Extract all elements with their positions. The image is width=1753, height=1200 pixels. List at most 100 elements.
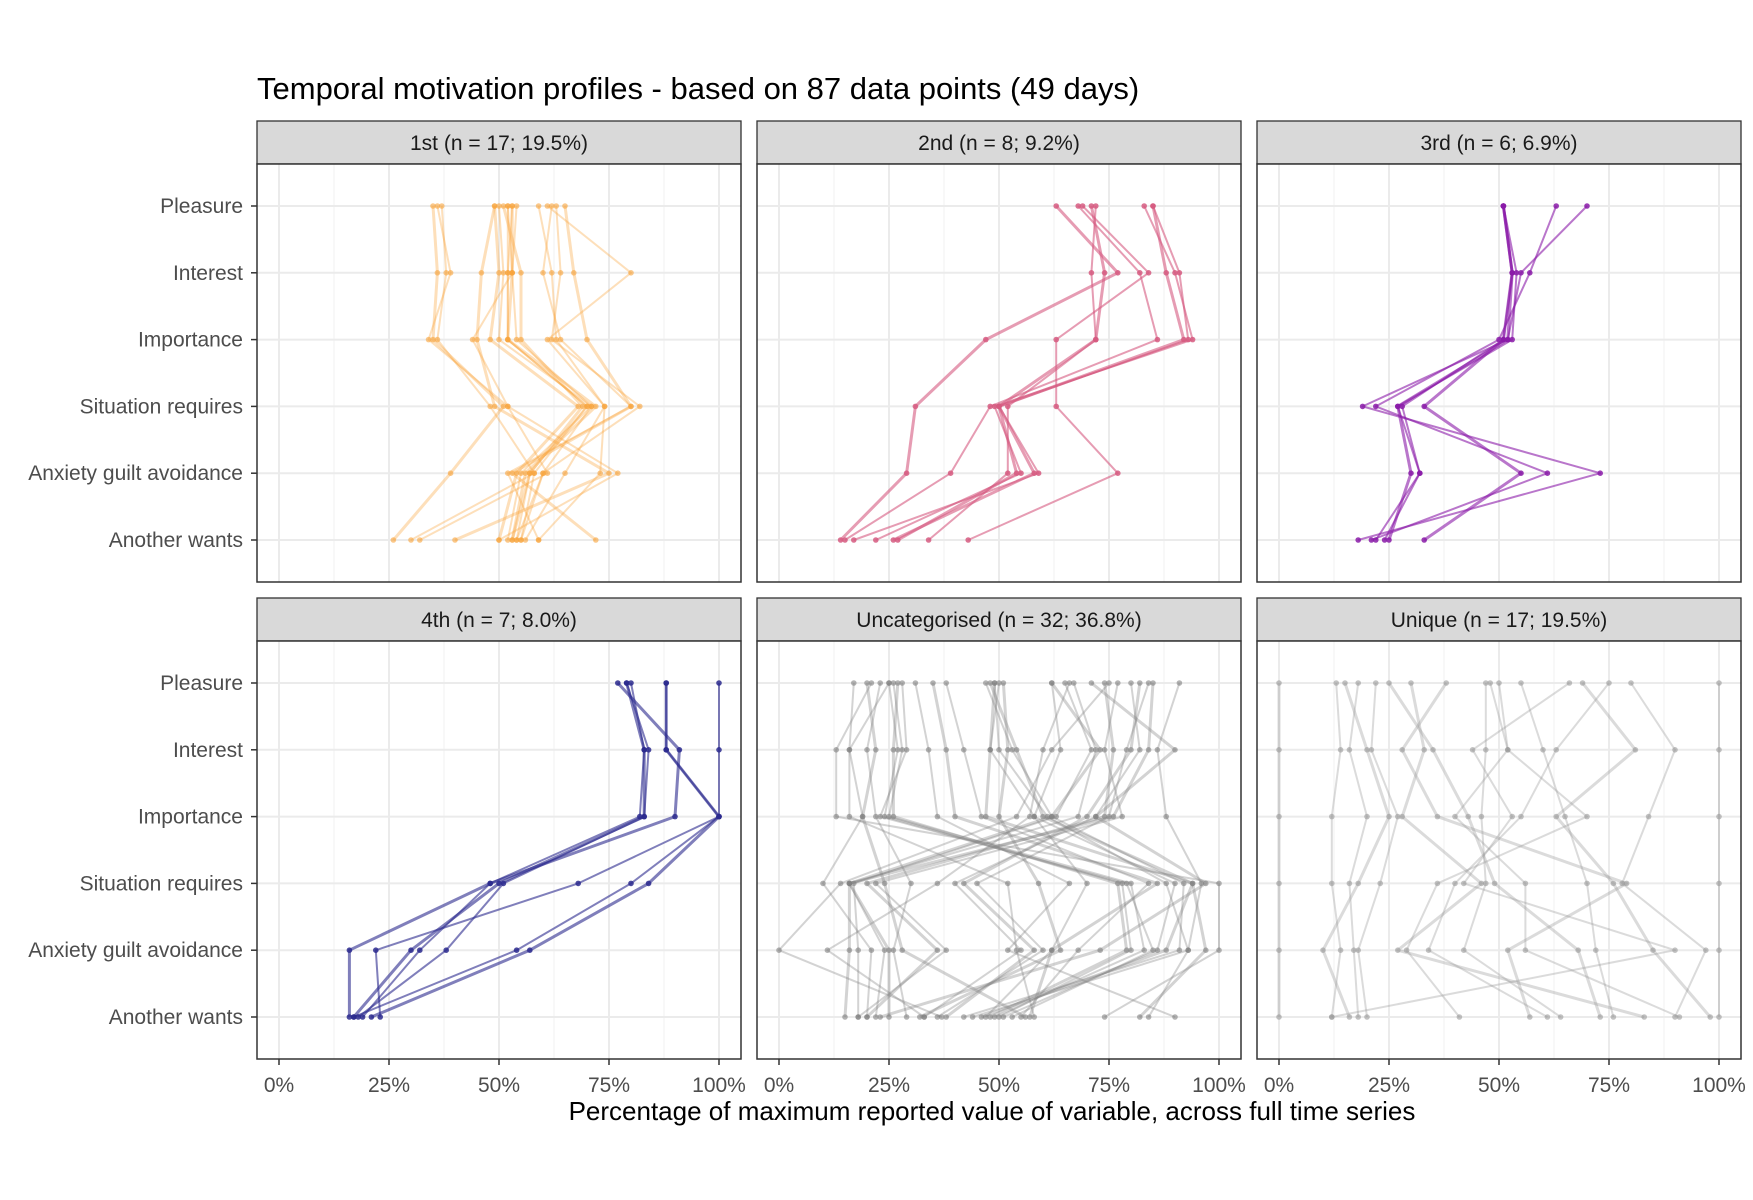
profile-point: [846, 813, 853, 820]
profile-point: [1084, 813, 1090, 820]
profile-point: [864, 747, 870, 753]
profile-point: [676, 747, 683, 753]
profile-point: [1320, 947, 1326, 953]
y-tick-label: Importance: [138, 806, 243, 829]
profile-line: [848, 682, 1097, 1018]
profile-point: [1522, 880, 1529, 887]
profile-point: [496, 203, 502, 209]
profile-point: [961, 1014, 967, 1020]
profile-point: [1049, 747, 1055, 753]
profile-point: [1027, 813, 1033, 820]
profile-point: [1707, 1014, 1713, 1020]
profile-point: [1115, 270, 1121, 276]
profile-point: [1035, 880, 1042, 887]
profile-point: [443, 947, 450, 953]
profile-point: [996, 813, 1002, 820]
profile-point: [1040, 747, 1046, 753]
panel-border: [256, 163, 742, 583]
profile-point: [1386, 537, 1392, 543]
profile-point: [1522, 947, 1529, 953]
profile-line: [392, 205, 505, 541]
profile-point: [549, 203, 555, 209]
profile-point: [509, 270, 515, 276]
profile-point: [531, 470, 537, 477]
profile-point: [513, 203, 520, 209]
profile-point: [491, 203, 498, 209]
profile-point: [1185, 336, 1191, 343]
x-tick-label: 100%: [692, 1074, 746, 1097]
profile-line: [361, 682, 646, 1018]
profile-line: [1321, 682, 1391, 1018]
profile-point: [925, 747, 932, 753]
profile-point: [1093, 813, 1099, 820]
profile-point: [877, 680, 883, 686]
profile-point: [1088, 680, 1095, 686]
y-tick-label: Anxiety guilt avoidance: [28, 462, 243, 485]
profile-point: [1123, 947, 1130, 953]
profile-point: [1469, 747, 1476, 753]
profile-point: [1071, 680, 1077, 686]
profile-point: [1478, 813, 1485, 820]
profile-line: [1330, 682, 1342, 1018]
profile-line: [778, 682, 1110, 1018]
profile-point: [1434, 813, 1441, 820]
profile-point: [500, 403, 507, 410]
profile-point: [864, 680, 870, 686]
profile-point: [513, 470, 520, 477]
x-tick-label: 50%: [478, 1074, 520, 1097]
profile-line: [866, 682, 912, 1018]
profile-line: [1621, 682, 1707, 1018]
profile-point: [346, 1014, 353, 1020]
profile-point: [1575, 947, 1581, 953]
profile-point: [1013, 813, 1020, 820]
profile-point: [491, 403, 498, 410]
profile-line: [1462, 683, 1562, 1018]
profile-point: [895, 680, 901, 686]
profile-line: [984, 682, 1208, 1019]
profile-point: [820, 880, 826, 887]
profile-point: [1000, 680, 1007, 686]
profile-point: [895, 747, 901, 753]
profile-point: [500, 880, 507, 887]
profile-point: [509, 537, 515, 543]
profile-point: [947, 470, 954, 477]
panel-border: [1256, 163, 1742, 583]
profile-point: [1518, 680, 1524, 686]
profile-point: [1053, 336, 1059, 343]
facet-strip: [256, 120, 742, 165]
profile-point: [934, 880, 941, 887]
profile-point: [855, 947, 861, 953]
profile-line: [963, 682, 1185, 1018]
profile-point: [434, 270, 441, 276]
profile-point: [579, 403, 586, 410]
profile-point: [1645, 813, 1652, 820]
profile-point: [859, 813, 866, 820]
profile-point: [584, 403, 590, 410]
profile-point: [1005, 880, 1011, 887]
profile-point: [1123, 880, 1130, 887]
profile-line: [945, 682, 1150, 1018]
profile-point: [1483, 680, 1489, 686]
profile-point: [877, 1014, 883, 1020]
profile-point: [1527, 1014, 1533, 1020]
profile-point: [1049, 813, 1055, 820]
profile-point: [1381, 537, 1388, 543]
y-tick-label: Anxiety guilt avoidance: [28, 939, 243, 962]
profile-point: [776, 947, 782, 953]
profile-point: [1040, 947, 1046, 953]
profile-line: [883, 682, 1132, 1018]
profile-point: [1408, 680, 1414, 686]
profile-point: [890, 747, 897, 753]
profile-point: [833, 813, 839, 820]
profile-line: [848, 682, 1036, 1018]
profile-point: [1373, 680, 1379, 686]
profile-line: [498, 205, 593, 541]
profile-line: [370, 683, 721, 1019]
profile-point: [430, 203, 436, 209]
profile-point: [886, 947, 892, 953]
profile-point: [1496, 680, 1502, 686]
profile-point: [1540, 747, 1546, 753]
profile-point: [1163, 813, 1169, 820]
profile-line: [972, 682, 1190, 1018]
profile-point: [1672, 947, 1678, 953]
